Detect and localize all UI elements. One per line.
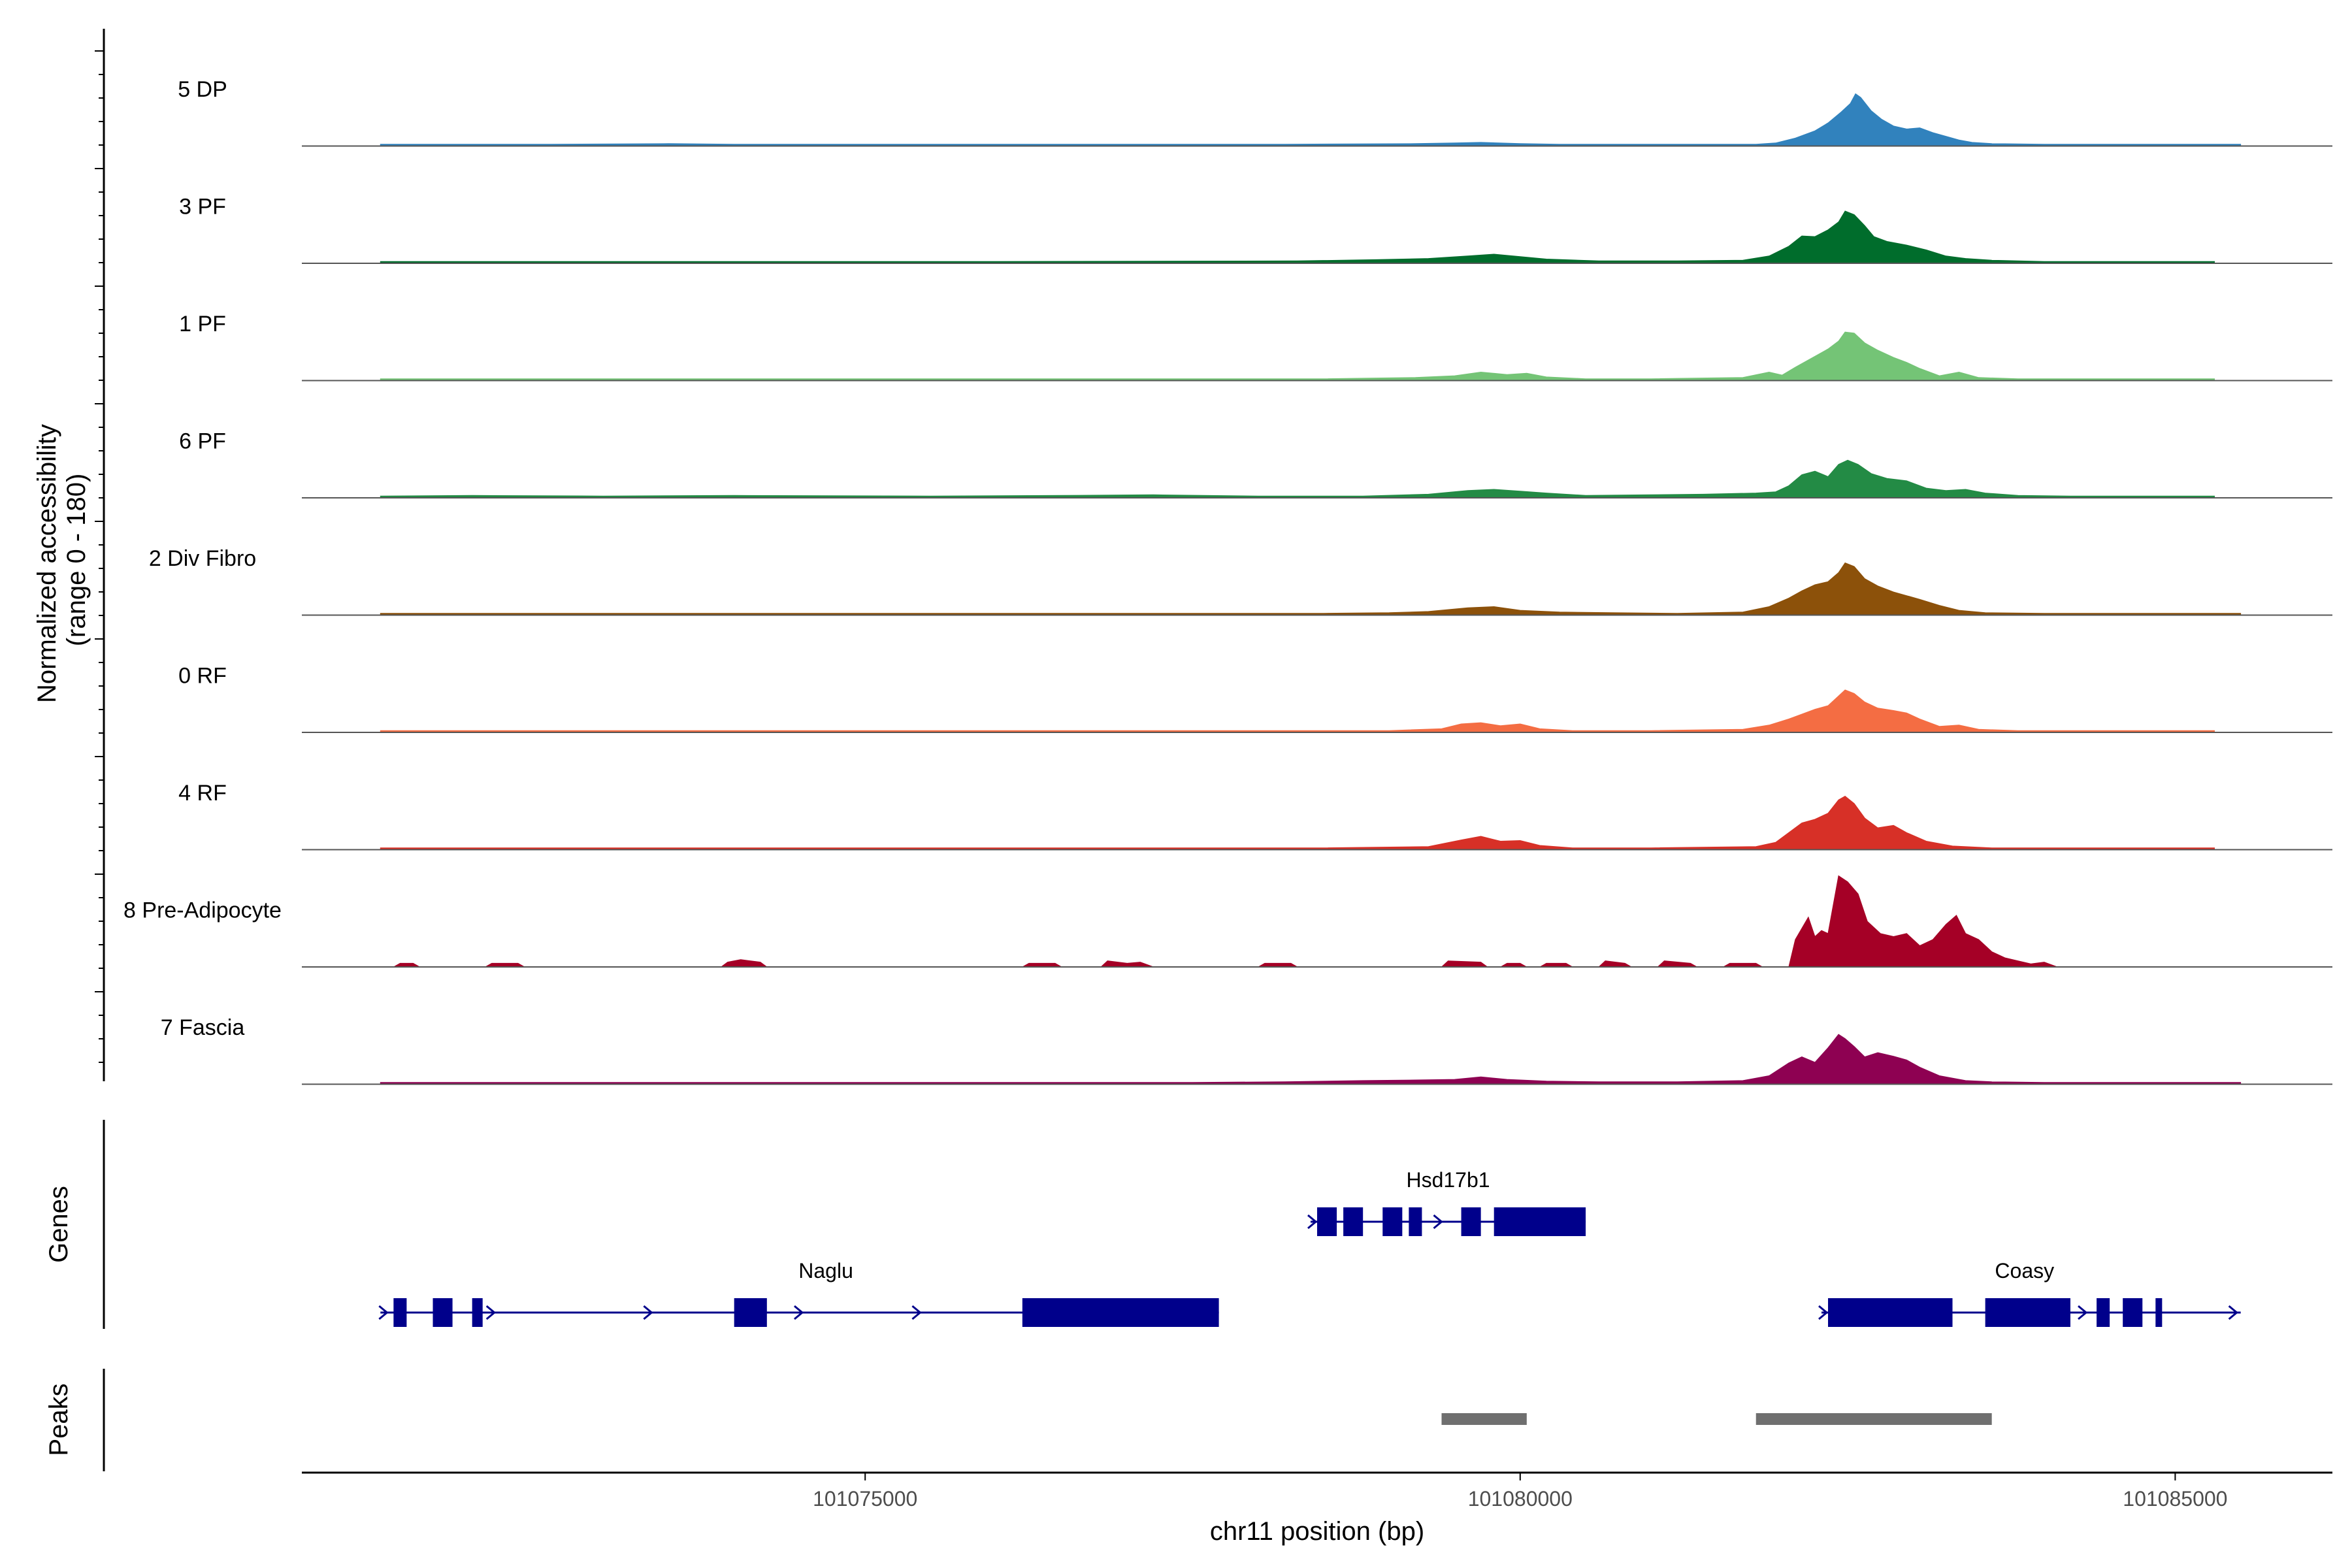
track-area	[380, 689, 2215, 733]
track-7-fascia: 7 Fascia	[161, 1015, 2332, 1085]
exon	[1382, 1207, 1403, 1236]
track-label: 3 PF	[179, 194, 226, 219]
track-5-dp: 5 DP	[178, 77, 2332, 147]
genes-panel-label: Genes	[44, 1186, 73, 1263]
track-label: 1 PF	[179, 312, 226, 336]
track-area	[380, 459, 2215, 498]
exon	[472, 1298, 483, 1327]
exon	[2155, 1298, 2163, 1327]
coverage-tracks: 5 DP 3 PF 1 PF 6 PF 2 Div Fibro 0 RF 4 RF 8 Pre…	[123, 77, 2332, 1085]
strand-arrow	[2228, 1305, 2238, 1320]
track-area	[380, 795, 2215, 850]
exon	[1494, 1207, 1586, 1236]
track-1-pf: 1 PF	[179, 312, 2332, 382]
track-label: 4 RF	[178, 781, 227, 806]
accessibility-panel: Normalized accessibility (range 0 - 180)…	[33, 29, 2332, 1085]
track-area	[380, 562, 2242, 615]
exon	[1343, 1207, 1364, 1236]
x-tick-label: 101085000	[2123, 1487, 2227, 1511]
peak-region	[1441, 1413, 1527, 1425]
track-label: 6 PF	[179, 429, 226, 453]
track-8-pre-adipocyte: 8 Pre-Adipocyte	[123, 875, 2332, 968]
strand-arrow	[1818, 1305, 1829, 1320]
track-0-rf: 0 RF	[178, 663, 2332, 733]
peaks-panel: Peaks	[44, 1369, 1992, 1471]
track-area	[380, 93, 2242, 146]
exon	[433, 1298, 453, 1327]
strand-arrow	[485, 1305, 497, 1320]
x-tick-label: 101075000	[813, 1487, 917, 1511]
y-axis-title-line-1: Normalized accessibility	[33, 424, 61, 703]
exon	[2123, 1298, 2143, 1327]
track-6-pf: 6 PF	[179, 429, 2332, 498]
x-tick-label: 101080000	[1468, 1487, 1573, 1511]
track-4-rf: 4 RF	[178, 781, 2332, 851]
gene-naglu: Naglu	[378, 1259, 1219, 1327]
gene-label: Coasy	[1995, 1259, 2054, 1282]
gene-annotations: Hsd17b1 Naglu Coasy	[378, 1168, 2241, 1327]
track-3-pf: 3 PF	[179, 194, 2332, 264]
exon	[1317, 1207, 1337, 1236]
y-axis-title-line-2: (range 0 - 180)	[62, 474, 91, 647]
accessibility-y-axis-title: Normalized accessibility (range 0 - 180)	[33, 417, 91, 703]
track-area	[380, 1034, 2242, 1085]
exon	[1461, 1207, 1481, 1236]
exon	[1022, 1298, 1219, 1327]
gene-coasy: Coasy	[1818, 1259, 2241, 1327]
x-axis-title: chr11 position (bp)	[1210, 1517, 1424, 1546]
exon	[393, 1298, 407, 1327]
exon	[1985, 1298, 2070, 1327]
track-label: 0 RF	[178, 663, 227, 688]
gene-hsd17b1: Hsd17b1	[1307, 1168, 1586, 1236]
exon	[2097, 1298, 2110, 1327]
track-label: 2 Div Fibro	[149, 546, 256, 571]
strand-arrow	[378, 1305, 389, 1320]
genes-panel: Genes Hsd17b1 Naglu Coasy	[44, 1120, 2241, 1329]
peak-regions	[1441, 1413, 1992, 1425]
peak-region	[1756, 1413, 1992, 1425]
track-2-div-fibro: 2 Div Fibro	[149, 546, 2332, 616]
strand-arrow	[793, 1305, 804, 1320]
track-label: 7 Fascia	[161, 1015, 245, 1040]
gene-label: Naglu	[798, 1259, 853, 1282]
accessibility-y-axis-ticks	[95, 50, 104, 1063]
track-area	[380, 210, 2215, 264]
x-axis-ticks: 101075000 101080000 101085000	[813, 1473, 2227, 1511]
strand-arrow	[911, 1305, 922, 1320]
strand-arrow	[1307, 1214, 1318, 1230]
track-area	[380, 331, 2215, 381]
track-label: 5 DP	[178, 77, 227, 102]
x-axis: 101075000 101080000 101085000 chr11 positi…	[302, 1471, 2332, 1546]
exon	[1409, 1207, 1422, 1236]
exon	[734, 1298, 767, 1327]
exon	[1828, 1298, 1953, 1327]
track-area	[392, 875, 2058, 968]
strand-arrow	[1433, 1214, 1443, 1230]
strand-arrow	[2078, 1305, 2088, 1320]
gene-label: Hsd17b1	[1406, 1168, 1490, 1192]
peaks-panel-label: Peaks	[44, 1383, 73, 1456]
strand-arrow	[643, 1305, 653, 1320]
track-label: 8 Pre-Adipocyte	[123, 898, 282, 923]
